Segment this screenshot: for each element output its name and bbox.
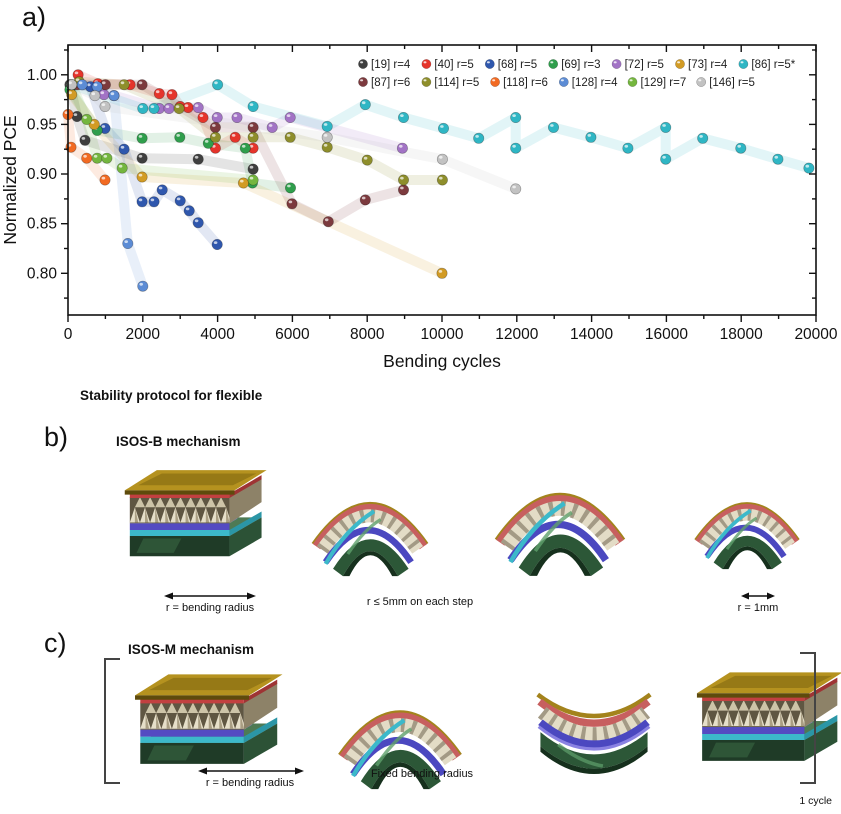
series-1284 (76, 79, 149, 292)
section-title: Stability protocol for flexible (80, 388, 263, 403)
x-tick-label: 6000 (275, 326, 310, 343)
legend-label: [73] r=4 (688, 59, 728, 71)
x-tick-label: 8000 (350, 326, 385, 343)
legend-label: [87] r=6 (371, 77, 410, 89)
legend-label: [86] r=5* (751, 59, 795, 71)
legend-item: [69] r=3 (548, 59, 601, 71)
legend-label: [146] r=5 (709, 77, 755, 89)
legend-item: [68] r=5 (484, 59, 537, 71)
y-tick-label: 1.00 (27, 67, 58, 84)
panel-c-label: c) (44, 628, 67, 658)
series-685 (66, 79, 223, 251)
r-1mm-arrow (740, 589, 776, 607)
bending-cycles-chart: 0 2000 4000 6000 8000 10000 12000 14000 16000 180… (0, 44, 838, 371)
caption-bending-radius-c: r = bending radius (205, 777, 295, 789)
legend-label: [114] r=5 (434, 77, 479, 89)
legend-item: [129] r=7 (627, 77, 687, 89)
legend-item: [73] r=4 (675, 59, 728, 71)
x-tick-label: 4000 (200, 326, 235, 343)
caption-r-5mm: r ≤ 5mm on each step (366, 596, 474, 608)
x-tick-label: 16000 (645, 326, 688, 343)
legend-item: [146] r=5 (696, 77, 755, 89)
legend-label: [72] r=5 (625, 59, 664, 71)
legend-item: [114] r=5 (421, 77, 479, 89)
panel-c-title: ISOS-M mechanism (128, 642, 255, 657)
y-tick-label: 0.90 (27, 166, 58, 183)
legend-item: [87] r=6 (358, 77, 410, 89)
series-1186 (62, 109, 111, 186)
x-tick-label: 20000 (794, 326, 837, 343)
caption-r-1mm: r = 1mm (737, 602, 779, 614)
y-tick-label: 0.85 (27, 216, 57, 233)
device-flat-illustration (690, 660, 841, 775)
legend-item: [72] r=5 (611, 59, 664, 71)
series-band (63, 109, 110, 185)
legend-label: [129] r=7 (641, 77, 687, 89)
legend-label: [40] r=5 (434, 59, 473, 71)
device-bent-illustration (684, 466, 810, 570)
x-axis-title: Bending cycles (383, 351, 501, 371)
legend-label: [69] r=3 (561, 59, 600, 71)
panel-b-title: ISOS-B mechanism (116, 434, 241, 449)
legend-item: [86] r=5* (738, 59, 796, 71)
cycle-bracket-left (104, 658, 120, 784)
x-tick-label: 14000 (570, 326, 613, 343)
caption-bending-radius: r = bending radius (165, 602, 255, 614)
x-tick-label: 18000 (720, 326, 763, 343)
device-bent-down-illustration (518, 666, 670, 791)
legend-label: [118] r=6 (503, 77, 548, 89)
series-band (64, 79, 259, 175)
caption-fixed-radius: Fixed bending radius (370, 768, 474, 780)
x-tick-label: 12000 (495, 326, 538, 343)
x-tick-label: 2000 (126, 326, 161, 343)
cycle-bracket-right (800, 652, 816, 784)
series-865 (66, 79, 815, 174)
x-tick-label: 0 (64, 326, 73, 343)
bending-radius-arrow (162, 589, 258, 607)
series-band (74, 76, 448, 185)
series-1465 (66, 79, 522, 195)
caption-1-cycle: 1 cycle (799, 795, 832, 807)
device-bent-illustration (482, 448, 638, 577)
series-band (98, 89, 408, 154)
legend-label: [128] r=4 (572, 77, 618, 89)
legend-label: [68] r=5 (498, 59, 537, 71)
y-axis-title: Normalized PCE (0, 115, 20, 244)
panel-a-label: a) (22, 2, 47, 32)
panel-b-label: b) (44, 422, 69, 452)
device-bent-illustration (300, 462, 440, 577)
series-405 (72, 69, 259, 154)
legend-item: [40] r=5 (421, 59, 474, 71)
legend-label: [19] r=4 (371, 59, 411, 71)
y-tick-label: 0.80 (27, 265, 58, 282)
bending-radius-arrow (196, 764, 306, 782)
y-tick-label: 0.95 (27, 116, 57, 133)
device-flat-illustration (118, 458, 270, 570)
x-tick-label: 10000 (420, 326, 463, 343)
legend-item: [19] r=4 (358, 59, 411, 71)
legend-item: [128] r=4 (558, 77, 618, 89)
series-734 (66, 89, 448, 279)
legend-item: [118] r=6 (490, 77, 548, 89)
device-flat-illustration (128, 662, 286, 778)
